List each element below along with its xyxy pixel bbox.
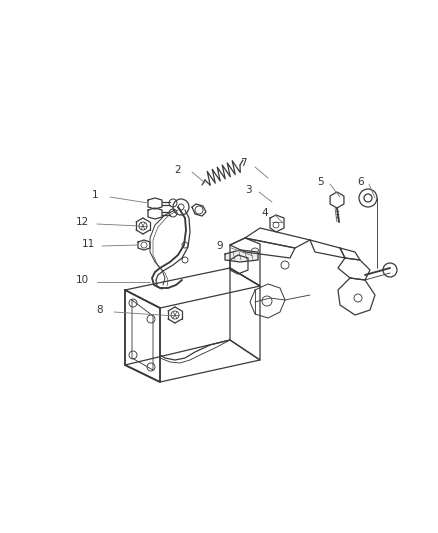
Text: 6: 6 bbox=[358, 177, 364, 187]
Text: 2: 2 bbox=[175, 165, 181, 175]
Text: 5: 5 bbox=[317, 177, 323, 187]
Polygon shape bbox=[225, 250, 258, 262]
Text: 8: 8 bbox=[97, 305, 103, 315]
Text: 11: 11 bbox=[81, 239, 95, 249]
Text: 7: 7 bbox=[240, 158, 246, 168]
Text: 3: 3 bbox=[245, 185, 251, 195]
Text: 4: 4 bbox=[261, 208, 268, 218]
Text: 1: 1 bbox=[92, 190, 98, 200]
Text: 12: 12 bbox=[75, 217, 88, 227]
Text: 10: 10 bbox=[75, 275, 88, 285]
Text: 9: 9 bbox=[217, 241, 223, 251]
